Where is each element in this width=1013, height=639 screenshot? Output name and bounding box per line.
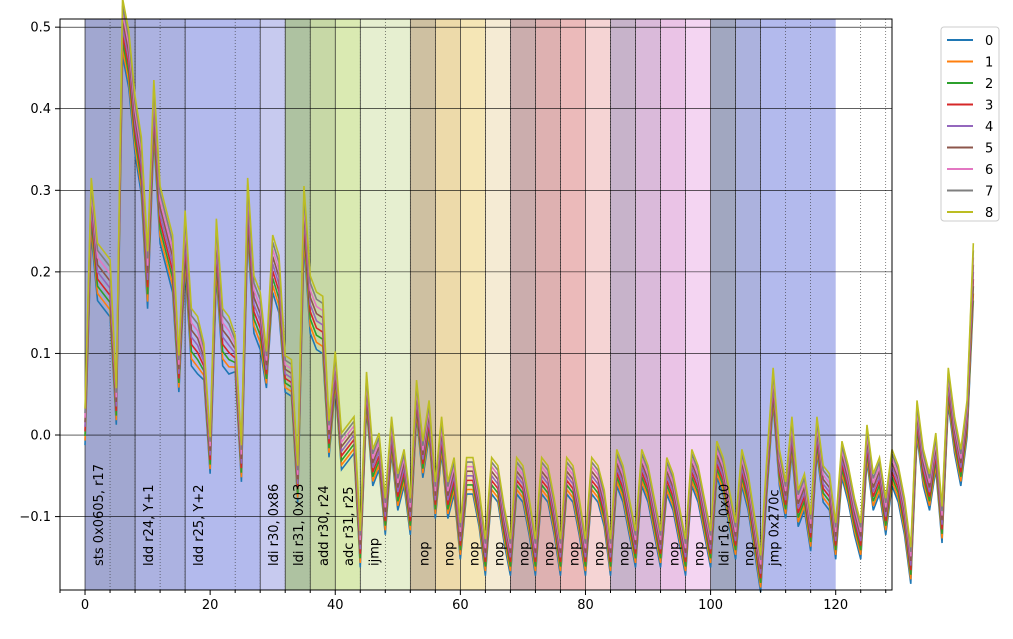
legend-box	[940, 26, 1000, 222]
x-tick-label: 120	[823, 598, 848, 613]
y-tick-label: 0.0	[30, 429, 51, 444]
legend-label: 1	[985, 56, 993, 71]
instruction-label: nop	[743, 542, 758, 566]
legend-label: 4	[985, 120, 993, 135]
legend-label: 3	[985, 99, 993, 114]
legend-label: 8	[985, 206, 993, 221]
series-lines	[84, 0, 975, 593]
legend-label: 0	[985, 34, 993, 49]
instruction-label: nop	[492, 542, 507, 566]
instruction-label: add r30, r24	[317, 485, 332, 566]
instruction-label: nop	[417, 542, 432, 566]
y-tick-label: 0.2	[30, 265, 51, 280]
x-tick-label: 40	[327, 598, 344, 613]
instruction-label: sts 0x0605, r17	[92, 464, 107, 566]
legend-label: 5	[985, 142, 993, 157]
y-tick-label: 0.5	[30, 21, 51, 36]
instruction-band-8	[410, 19, 436, 590]
x-tick-label: 60	[452, 598, 469, 613]
plot-frame	[59, 18, 893, 591]
instruction-label: nop	[617, 542, 632, 566]
instruction-label: nop	[643, 542, 658, 566]
instruction-label: nop	[668, 542, 683, 566]
instruction-label: ijmp	[367, 538, 382, 566]
y-tick-label: 0.4	[30, 102, 51, 117]
x-tick-label: 0	[81, 598, 89, 613]
legend-label: 2	[985, 77, 993, 92]
instruction-label: jmp 0x270c	[768, 489, 783, 567]
instruction-label: nop	[693, 542, 708, 566]
instruction-label: ldd r25, Y+2	[192, 484, 207, 566]
x-tick-label: 20	[202, 598, 219, 613]
legend-label: 6	[985, 163, 993, 178]
legend: 0 1 2 3 4 5 6 7 8	[940, 26, 1000, 222]
instruction-label: nop	[517, 542, 532, 566]
instruction-label: nop	[442, 542, 457, 566]
x-axis: 0 20 40 60 80 100 120	[59, 590, 887, 613]
instruction-label: ldi r30, 0x86	[267, 484, 282, 566]
instruction-label: nop	[592, 542, 607, 566]
y-tick-label: 0.3	[30, 184, 51, 199]
instruction-label: nop	[567, 542, 582, 566]
y-axis: −0.1 0.0 0.1 0.2 0.3 0.4 0.5	[19, 21, 60, 525]
instruction-label: nop	[542, 542, 557, 566]
x-tick-label: 80	[577, 598, 594, 613]
series-line-8	[84, 0, 975, 556]
instruction-label: ldi r31, 0x03	[292, 484, 307, 566]
instruction-label: ldi r16, 0x00	[718, 484, 733, 566]
instruction-labels: sts 0x0605, r17 ldd r24, Y+1 ldd r25, Y+2 l…	[92, 464, 783, 567]
instruction-label: nop	[467, 542, 482, 566]
legend-label: 7	[985, 185, 993, 200]
instruction-label: ldd r24, Y+1	[142, 484, 157, 566]
instruction-label: adc r31, r25	[342, 486, 357, 566]
y-tick-label: −0.1	[19, 510, 51, 525]
y-tick-label: 0.1	[30, 347, 51, 362]
x-tick-label: 100	[698, 598, 723, 613]
